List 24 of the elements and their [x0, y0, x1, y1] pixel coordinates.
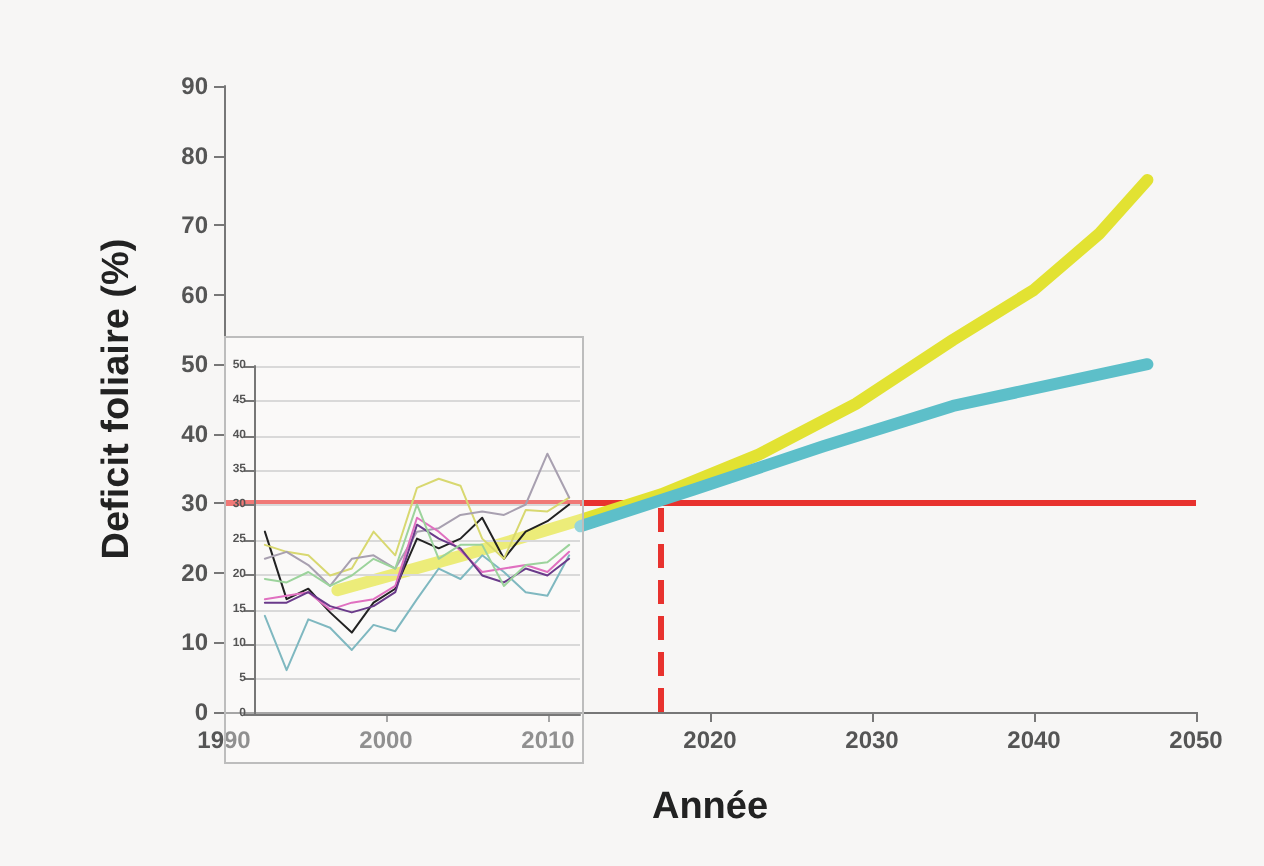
x-tick-label: 2050 — [1169, 726, 1224, 754]
x-tick-label: 2000 — [359, 726, 414, 754]
y-axis-title: Deficit foliaire (%) — [96, 238, 138, 560]
line-series — [263, 503, 571, 587]
y-tick-label: 60 — [181, 280, 209, 309]
y-tick-label: 10 — [181, 628, 209, 657]
y-tick-label: 20 — [181, 558, 209, 587]
y-tick-label: 50 — [181, 350, 209, 379]
line-series — [263, 477, 571, 577]
y-tick-label: 80 — [181, 141, 209, 170]
y-tick-label: 0 — [194, 698, 209, 726]
x-tick-label: 2030 — [845, 726, 900, 754]
y-tick-label: 70 — [181, 211, 209, 240]
y-tick-label: 90 — [181, 72, 209, 100]
line-series — [263, 554, 571, 672]
y-tick-label: 40 — [181, 419, 209, 448]
line-series — [263, 452, 571, 587]
x-tick-label: 2040 — [1007, 726, 1062, 754]
x-tick-label: 2020 — [683, 726, 738, 754]
x-tick-label: 1990 — [197, 726, 252, 754]
y-tick-label: 30 — [181, 489, 209, 518]
x-tick-label: 2010 — [521, 726, 576, 754]
x-axis-title: Année — [651, 786, 769, 828]
line-series — [263, 503, 571, 634]
